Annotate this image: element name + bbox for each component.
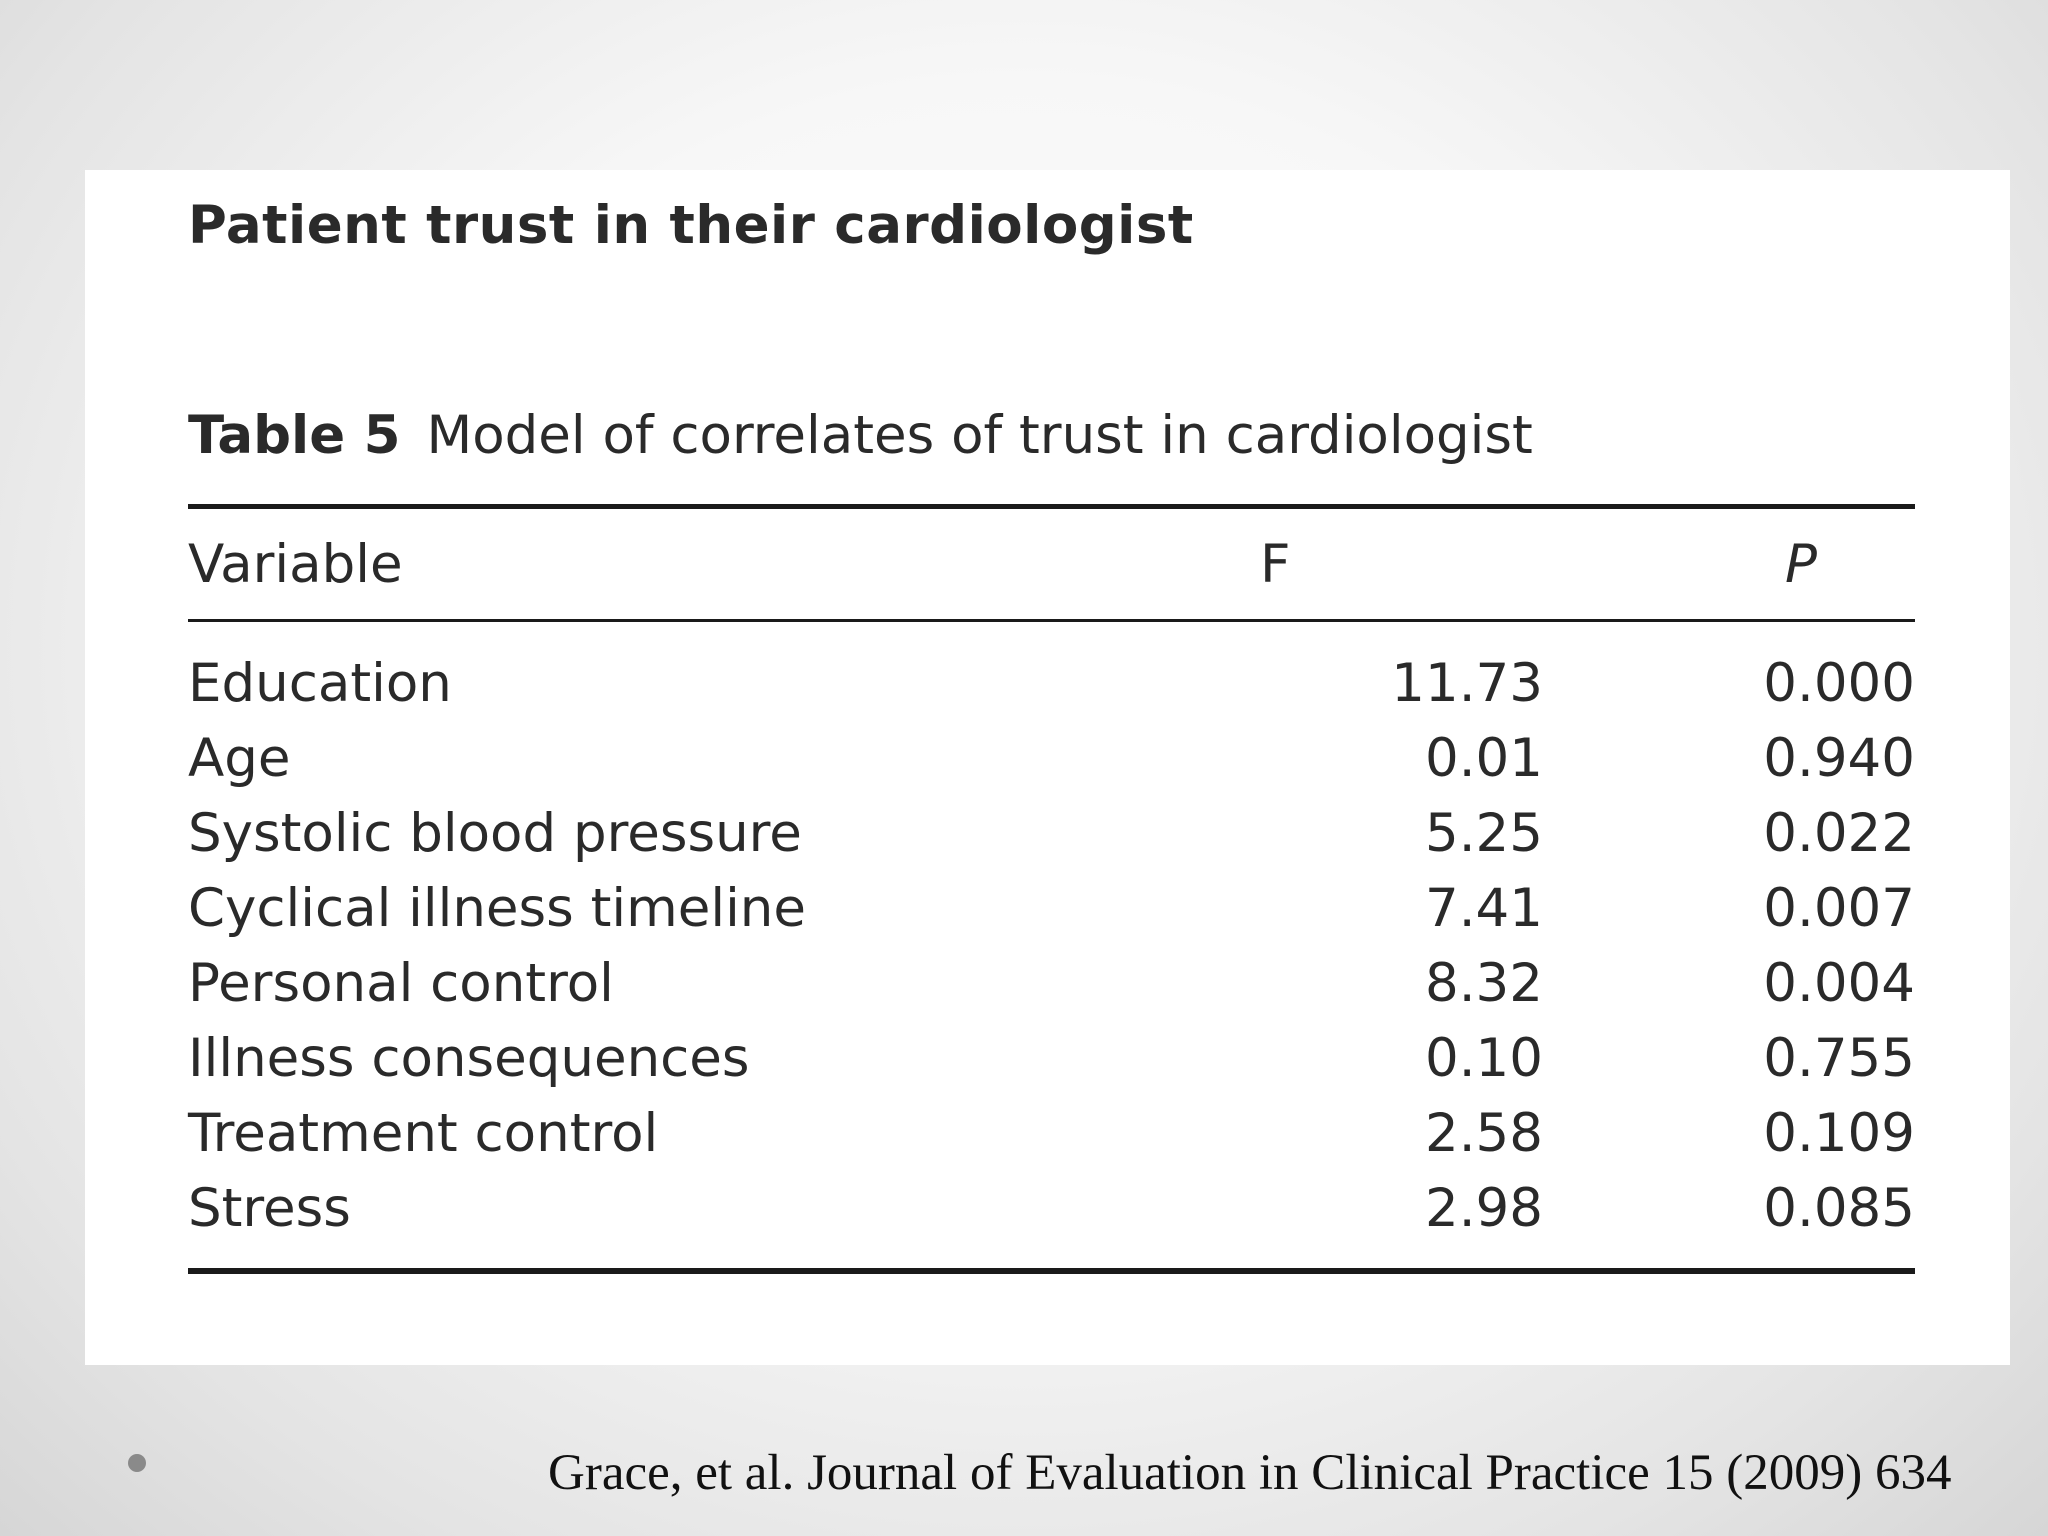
cell-variable: Illness consequences — [188, 1028, 750, 1089]
correlates-table: Variable F P Education 11.73 0.000 Age 0… — [188, 504, 1915, 1274]
cell-p: 0.755 — [1763, 1028, 1915, 1089]
table-caption-text: Model of correlates of trust in cardiolo… — [426, 405, 1533, 466]
table-row: Personal control 8.32 0.004 — [188, 946, 1915, 1021]
cell-variable: Cyclical illness timeline — [188, 878, 806, 939]
table-row: Treatment control 2.58 0.109 — [188, 1096, 1915, 1171]
cell-p: 0.940 — [1763, 728, 1915, 789]
table-row: Illness consequences 0.10 0.755 — [188, 1021, 1915, 1096]
cell-p: 0.000 — [1763, 653, 1915, 714]
table-row: Cyclical illness timeline 7.41 0.007 — [188, 871, 1915, 946]
cell-f: 0.01 — [1424, 728, 1543, 789]
column-header-variable: Variable — [188, 533, 403, 595]
table-row: Education 11.73 0.000 — [188, 621, 1915, 722]
cell-f: 2.98 — [1424, 1178, 1543, 1239]
table-row: Systolic blood pressure 5.25 0.022 — [188, 796, 1915, 871]
citation-text: Grace, et al. Journal of Evaluation in C… — [548, 1445, 1952, 1501]
bullet-dot-icon — [128, 1454, 146, 1472]
slide-heading: Patient trust in their cardiologist — [188, 195, 1194, 256]
column-header-f: F — [1260, 533, 1291, 595]
table-label: Table 5 — [188, 405, 401, 466]
cell-p: 0.007 — [1763, 878, 1915, 939]
cell-p: 0.004 — [1763, 953, 1915, 1014]
slide-content-card: Patient trust in their cardiologist Tabl… — [85, 170, 2010, 1365]
cell-f: 5.25 — [1424, 803, 1543, 864]
cell-variable: Systolic blood pressure — [188, 803, 802, 864]
cell-variable: Personal control — [188, 953, 614, 1014]
table-caption: Table 5 Model of correlates of trust in c… — [188, 405, 1533, 466]
cell-p: 0.085 — [1763, 1178, 1915, 1239]
cell-variable: Stress — [188, 1178, 351, 1239]
cell-f: 0.10 — [1424, 1028, 1543, 1089]
cell-f: 8.32 — [1424, 953, 1543, 1014]
cell-f: 7.41 — [1424, 878, 1543, 939]
cell-p: 0.109 — [1763, 1103, 1915, 1164]
cell-variable: Age — [188, 728, 291, 789]
table-header-row: Variable F P — [188, 506, 1915, 621]
cell-variable: Treatment control — [188, 1103, 659, 1164]
table-row: Stress 2.98 0.085 — [188, 1171, 1915, 1271]
cell-f: 11.73 — [1391, 653, 1543, 714]
cell-p: 0.022 — [1763, 803, 1915, 864]
column-header-p: P — [1785, 533, 1817, 595]
cell-variable: Education — [188, 653, 452, 714]
cell-f: 2.58 — [1424, 1103, 1543, 1164]
table-row: Age 0.01 0.940 — [188, 721, 1915, 796]
